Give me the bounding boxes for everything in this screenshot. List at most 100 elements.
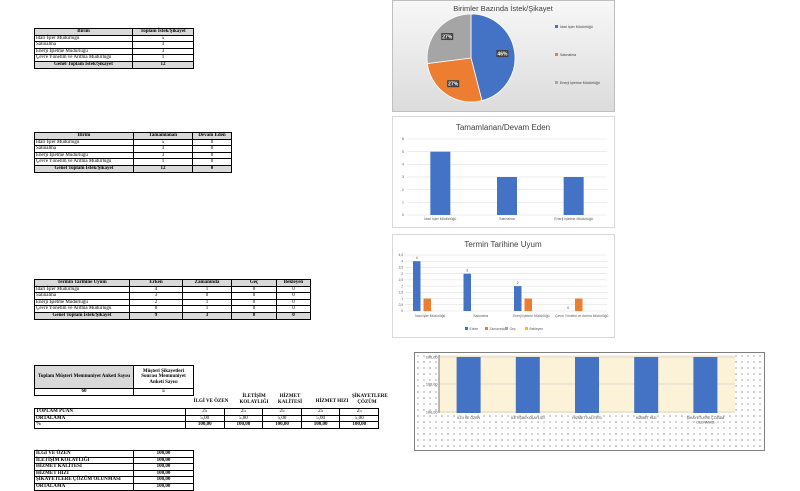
cell-value: 3 (132, 47, 194, 56)
unit-name: İdari İşler Müdürlüğü (34, 138, 134, 147)
bar (463, 273, 471, 311)
legend-swatch (555, 53, 558, 56)
x-tick-label: HİZMET KALİTESİ (572, 415, 601, 420)
cell-value: 1 (133, 158, 193, 166)
bar (575, 298, 583, 311)
y-tick-label: 1,5 (399, 291, 404, 295)
data-label: 27% (442, 35, 453, 41)
y-tick-label: 100,00 (426, 382, 438, 386)
unit-name: Çevre Yönetim ve Arıtma Müdürlüğü (34, 158, 134, 166)
data-label-box (441, 33, 454, 41)
total-label: Genel Toplam İstek/Şikayet (34, 164, 134, 173)
cell-value: 0 (276, 298, 311, 307)
unit-name: Satınalma (34, 41, 133, 49)
x-tick-label: Satınalma (499, 217, 515, 221)
legend-swatch (485, 327, 488, 330)
table-row: Enerji İşletme Müdürlüğü 3 0 (34, 151, 232, 160)
cell-value: 100,00 (223, 421, 264, 429)
data-label: 0 (567, 306, 569, 310)
total-value: 0 (192, 164, 232, 173)
y-tick-label: 6 (402, 137, 404, 141)
y-tick-label: 4,5 (399, 253, 404, 257)
x-tick-label: HİZMET HIZI (636, 415, 657, 420)
cell-value: 0 (276, 292, 311, 300)
cell-value: 100,00 (339, 421, 379, 429)
total-value: 9 (129, 311, 183, 320)
y-tick-label: 2,5 (399, 278, 404, 282)
cell-value: 3 (133, 145, 193, 153)
y-tick-label: 0 (402, 213, 404, 217)
bar (413, 261, 421, 311)
total-label: Genel Toplam İstek/Şikayet (34, 311, 130, 320)
cell-value: 100,00 (133, 482, 194, 491)
legend-swatch (505, 327, 508, 330)
chart-title: Termin Tarihine Uyum (464, 240, 542, 249)
total-row: Genel Toplam İstek/Şikayet 12 (34, 60, 194, 69)
cell-value: 1 (132, 54, 194, 62)
chart-title: Birimler Bazında İstek/Şikayet (453, 4, 554, 13)
cell-value: 5,00 (185, 414, 225, 423)
bar (575, 357, 599, 413)
cell-value: 100,00 (133, 463, 194, 471)
x-tick-label: Enerji İşletme Müdürlüğü (513, 313, 550, 318)
criteria-header: ŞİKAYETLERE ÇÖZÜM (352, 394, 388, 405)
x-tick-label: Satınalma (473, 314, 488, 318)
bar (634, 357, 659, 413)
legend-entry: Enerji İşletme Müdürlüğü (560, 80, 600, 85)
legend-entry: Geç (510, 327, 516, 331)
y-tick-label: 100,00 (426, 410, 438, 414)
cell-value: 4 (129, 285, 183, 294)
unit-name: Enerji İşletme Müdürlüğü (34, 298, 130, 307)
legend-entry: Erken (470, 327, 479, 331)
x-tick-label: ŞİKAYETLERE ÇÖZÜM OLUNMASI (687, 415, 725, 425)
cell-value: 5,00 (262, 414, 302, 423)
table-row: ŞİKAYETLERE ÇÖZÜM OLUNMASI 100,00 (34, 476, 194, 484)
cell-value: 0 (276, 285, 311, 294)
unit-name: Satınalma (34, 145, 134, 153)
cell-value: 25 (223, 408, 264, 416)
legend-entry: Satınalma (560, 53, 576, 57)
cell-value: 100,00 (133, 476, 194, 484)
table-criteria-percent: İLGİ VE ÖZEN 100,00 İLETİŞİM KOLAYLIĞI 100… (34, 450, 194, 491)
cell-value: 5,00 (300, 414, 341, 423)
x-tick-label: Enerji İşletme Müdürlüğü (554, 216, 593, 221)
table-deadline-compliance: Termin Tarihine Uyum Erken Zamanında Geç… (34, 279, 311, 320)
criteria-header: İLETİŞİM KOLAYLIĞI (239, 394, 269, 405)
unit-name: İdari İşler Müdürlüğü (34, 285, 130, 294)
table-row: ORTALAMA 5,00 5,00 5,00 5,00 5,00 (34, 414, 379, 423)
total-value: 0 (276, 311, 311, 320)
cell-value: 25 (339, 408, 379, 416)
y-tick-label: 1 (401, 297, 403, 301)
cell-value: 3 (132, 41, 194, 49)
unit-name: Çevre Yönetim ve Arıtma Müdürlüğü (34, 54, 133, 62)
criteria-label: İLGİ VE ÖZEN (34, 450, 134, 458)
pie-chart-panel: Birimler Bazında İstek/Şikayet 46% 27% 27% İ… (392, 0, 615, 112)
satisfaction-chart-panel: 100,00 100,00 100,00 İLGİ VE ÖZEN İLETİŞİM K… (414, 352, 765, 451)
total-value: 0 (231, 311, 277, 320)
criteria-label: İLETİŞİM KOLAYLIĞI (34, 456, 134, 465)
completion-bar-chart: Tamamlanan/Devam Eden 0 1 2 3 4 5 6 İdari İşler … (402, 123, 607, 221)
table-row: ORTALAMA 100,00 (34, 482, 194, 491)
cell-value: 5 (133, 138, 193, 147)
y-tick-label: 1 (402, 201, 404, 205)
table-row: Çevre Yönetim ve Arıtma Müdürlüğü 1 (34, 54, 194, 62)
cell-value: 100,00 (262, 421, 302, 429)
x-tick-label: İdari İşler Müdürlüğü (415, 313, 445, 318)
cell-value: 100,00 (185, 421, 225, 429)
x-tick-label: İLGİ VE ÖZEN (457, 415, 480, 420)
y-tick-label: 3 (401, 272, 403, 276)
criteria-label: HİZMET KALİTESİ (34, 463, 134, 471)
row-label: TOPLAM PUAN (34, 408, 186, 416)
cell-value: 0 (182, 292, 232, 300)
cell-value: 5 (132, 34, 194, 43)
y-tick-label: 2 (402, 188, 404, 192)
pie-slice (426, 57, 483, 103)
total-label: Genel Toplam İstek/Şikayet (34, 60, 133, 69)
bar (456, 357, 481, 413)
cell-value: 25 (300, 408, 341, 416)
legend-entry: Bekleyen (530, 327, 544, 331)
table-row: Enerji İşletme Müdürlüğü 2 1 0 0 (34, 298, 311, 307)
y-tick-label: 2 (401, 284, 403, 288)
survey-count: 60 (34, 388, 134, 396)
bar (524, 298, 532, 311)
